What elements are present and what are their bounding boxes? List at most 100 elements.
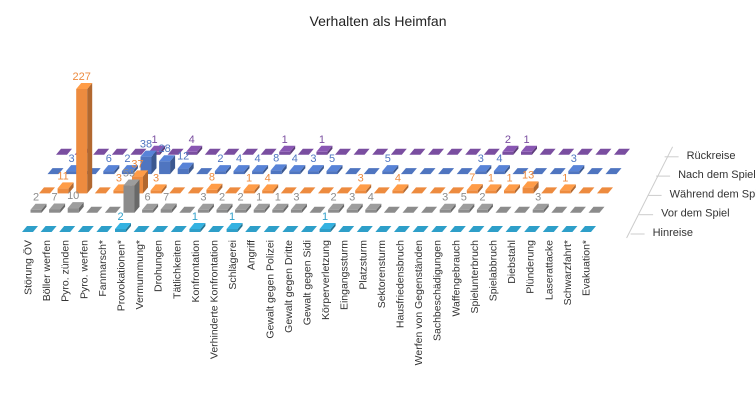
bar[interactable] bbox=[336, 187, 353, 194]
bar[interactable] bbox=[431, 226, 448, 232]
bar[interactable] bbox=[382, 165, 399, 175]
bar[interactable] bbox=[93, 148, 110, 155]
bar[interactable] bbox=[299, 187, 316, 194]
bar[interactable] bbox=[468, 226, 485, 232]
bar[interactable] bbox=[208, 226, 224, 232]
bar[interactable] bbox=[279, 145, 296, 155]
bar[interactable] bbox=[170, 226, 187, 232]
bar[interactable] bbox=[558, 148, 575, 155]
bar[interactable] bbox=[297, 148, 314, 155]
bar[interactable] bbox=[539, 148, 556, 155]
bar[interactable] bbox=[439, 203, 456, 213]
bar[interactable] bbox=[400, 168, 417, 175]
bar[interactable] bbox=[22, 226, 38, 232]
bar[interactable] bbox=[394, 226, 410, 232]
bar[interactable] bbox=[521, 145, 537, 155]
bar[interactable] bbox=[353, 148, 370, 155]
bar[interactable] bbox=[411, 187, 427, 194]
bar[interactable] bbox=[186, 145, 203, 155]
bar[interactable] bbox=[86, 206, 103, 213]
bar[interactable] bbox=[409, 148, 426, 155]
bar[interactable] bbox=[263, 226, 280, 232]
bar[interactable] bbox=[421, 206, 438, 213]
bar[interactable] bbox=[476, 203, 493, 213]
bar[interactable] bbox=[309, 206, 326, 213]
bar[interactable] bbox=[576, 148, 593, 155]
bar[interactable] bbox=[338, 226, 355, 232]
bar[interactable] bbox=[189, 223, 206, 232]
bar[interactable] bbox=[448, 187, 465, 194]
bar[interactable] bbox=[458, 203, 475, 213]
bar[interactable] bbox=[412, 226, 429, 232]
bar[interactable] bbox=[77, 226, 94, 232]
bar[interactable] bbox=[59, 226, 76, 232]
bar[interactable] bbox=[446, 148, 463, 155]
bar[interactable] bbox=[133, 226, 150, 232]
bar[interactable] bbox=[580, 226, 596, 232]
bar[interactable] bbox=[505, 226, 522, 232]
bar[interactable] bbox=[512, 168, 529, 175]
bar[interactable] bbox=[270, 164, 287, 175]
bar[interactable] bbox=[226, 223, 243, 232]
bar[interactable] bbox=[67, 202, 84, 213]
bar[interactable] bbox=[531, 168, 548, 175]
bar[interactable] bbox=[586, 168, 603, 175]
bar[interactable] bbox=[373, 187, 390, 194]
bar[interactable] bbox=[335, 148, 351, 155]
bar[interactable] bbox=[233, 165, 250, 175]
bar[interactable] bbox=[578, 187, 595, 194]
bar[interactable] bbox=[356, 226, 373, 232]
bar[interactable] bbox=[206, 183, 223, 194]
bar[interactable] bbox=[307, 165, 324, 175]
bar[interactable] bbox=[568, 165, 585, 175]
bar[interactable] bbox=[514, 206, 531, 213]
bar[interactable] bbox=[290, 203, 307, 213]
bar[interactable] bbox=[57, 182, 74, 194]
bar[interactable] bbox=[169, 187, 186, 194]
bar[interactable] bbox=[104, 206, 121, 213]
bar[interactable] bbox=[225, 187, 241, 194]
bar[interactable] bbox=[235, 203, 252, 213]
bar[interactable] bbox=[522, 181, 539, 194]
bar[interactable] bbox=[428, 148, 444, 155]
bar[interactable] bbox=[196, 168, 213, 175]
bar[interactable] bbox=[346, 203, 363, 213]
bar[interactable] bbox=[365, 203, 382, 213]
bar[interactable] bbox=[456, 168, 473, 175]
bar[interactable] bbox=[243, 184, 260, 194]
bar[interactable] bbox=[111, 148, 128, 155]
bar[interactable] bbox=[605, 168, 622, 175]
bar[interactable] bbox=[318, 187, 334, 194]
bar[interactable] bbox=[282, 226, 299, 232]
bar[interactable] bbox=[588, 206, 605, 213]
bar[interactable] bbox=[449, 226, 466, 232]
bar[interactable] bbox=[475, 165, 492, 175]
bar[interactable] bbox=[123, 179, 140, 213]
bar[interactable] bbox=[485, 184, 502, 194]
bar[interactable] bbox=[597, 187, 613, 194]
bar[interactable] bbox=[177, 162, 194, 175]
bar[interactable] bbox=[272, 203, 289, 213]
bar[interactable] bbox=[316, 145, 333, 155]
bar[interactable] bbox=[56, 148, 72, 155]
bar[interactable] bbox=[140, 150, 157, 175]
bar[interactable] bbox=[115, 223, 131, 232]
bar[interactable] bbox=[245, 226, 262, 232]
bar[interactable] bbox=[197, 203, 214, 213]
bar[interactable] bbox=[301, 226, 317, 232]
bar[interactable] bbox=[204, 148, 221, 155]
bar[interactable] bbox=[94, 187, 111, 194]
bar[interactable] bbox=[569, 206, 586, 213]
bar[interactable] bbox=[363, 168, 380, 175]
bar[interactable] bbox=[280, 187, 297, 194]
bar[interactable] bbox=[121, 165, 138, 175]
bar[interactable] bbox=[319, 223, 336, 232]
bar[interactable] bbox=[103, 165, 120, 175]
bar[interactable] bbox=[47, 168, 64, 175]
bar[interactable] bbox=[40, 226, 57, 232]
bar[interactable] bbox=[345, 168, 362, 175]
bar[interactable] bbox=[289, 165, 306, 175]
bar[interactable] bbox=[242, 148, 258, 155]
bar[interactable] bbox=[438, 168, 455, 175]
bar[interactable] bbox=[262, 184, 279, 194]
